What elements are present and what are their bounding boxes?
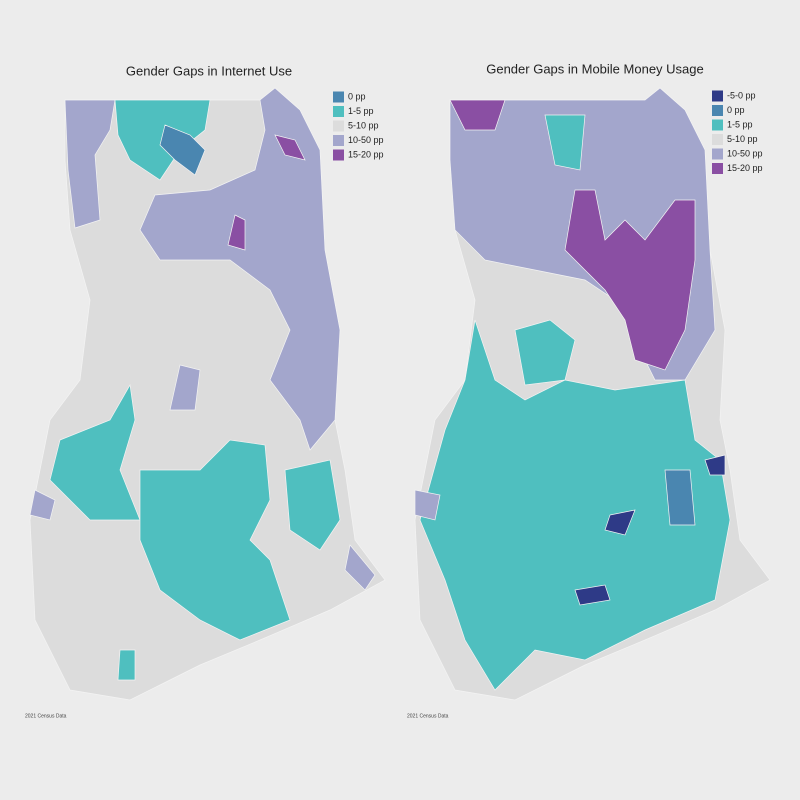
region xyxy=(169,364,201,411)
legend-label: 5-10 pp xyxy=(348,120,379,130)
region xyxy=(704,454,726,476)
legend-swatch xyxy=(712,148,723,160)
map-mobile-money: Gender Gaps in Mobile Money Usage 2021 C… xyxy=(407,61,771,719)
region xyxy=(564,189,696,371)
region xyxy=(139,87,341,451)
region xyxy=(544,114,586,171)
legend-label: 0 pp xyxy=(348,91,366,101)
region xyxy=(117,649,136,681)
region xyxy=(419,319,731,691)
legend-swatch xyxy=(712,90,723,102)
region xyxy=(514,319,576,386)
region xyxy=(284,459,341,551)
map-title: Gender Gaps in Mobile Money Usage xyxy=(486,61,704,76)
legend-swatch xyxy=(333,91,344,103)
legend-swatch xyxy=(712,163,723,174)
region xyxy=(159,124,206,176)
region xyxy=(139,439,291,641)
region xyxy=(49,383,141,521)
legend-label: 10-50 pp xyxy=(348,135,384,145)
legend-swatch xyxy=(712,134,723,145)
map-internet: Gender Gaps in Internet Use 2021 Census … xyxy=(25,63,386,719)
legend-label: 15-20 pp xyxy=(348,149,384,159)
legend-label: -5-0 pp xyxy=(727,90,756,100)
legend-swatch xyxy=(333,149,344,161)
legend-label: 1-5 pp xyxy=(348,106,374,116)
region xyxy=(64,99,116,229)
region xyxy=(604,509,636,536)
region xyxy=(574,584,611,606)
legend-label: 10-50 pp xyxy=(727,148,763,158)
legend-label: 5-10 pp xyxy=(727,134,758,144)
region xyxy=(414,489,441,521)
region xyxy=(274,134,306,161)
legend-swatch xyxy=(333,120,344,132)
source-note: 2021 Census Data xyxy=(407,713,449,719)
legend-label: 15-20 pp xyxy=(727,163,763,173)
legend-swatch xyxy=(712,119,723,131)
legend-label: 0 pp xyxy=(727,105,745,115)
region xyxy=(227,214,246,251)
legend-swatch xyxy=(712,105,723,116)
legend-swatch xyxy=(333,106,344,117)
legend-label: 1-5 pp xyxy=(727,119,753,129)
region xyxy=(29,489,56,521)
source-note: 2021 Census Data xyxy=(25,713,67,719)
legend-swatch xyxy=(333,135,344,146)
region xyxy=(664,469,696,526)
region xyxy=(449,99,506,131)
map-title: Gender Gaps in Internet Use xyxy=(126,63,292,78)
region xyxy=(344,544,376,591)
